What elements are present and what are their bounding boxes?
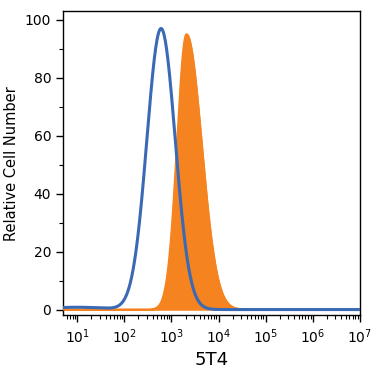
X-axis label: 5T4: 5T4 (194, 351, 229, 369)
Y-axis label: Relative Cell Number: Relative Cell Number (4, 86, 19, 241)
